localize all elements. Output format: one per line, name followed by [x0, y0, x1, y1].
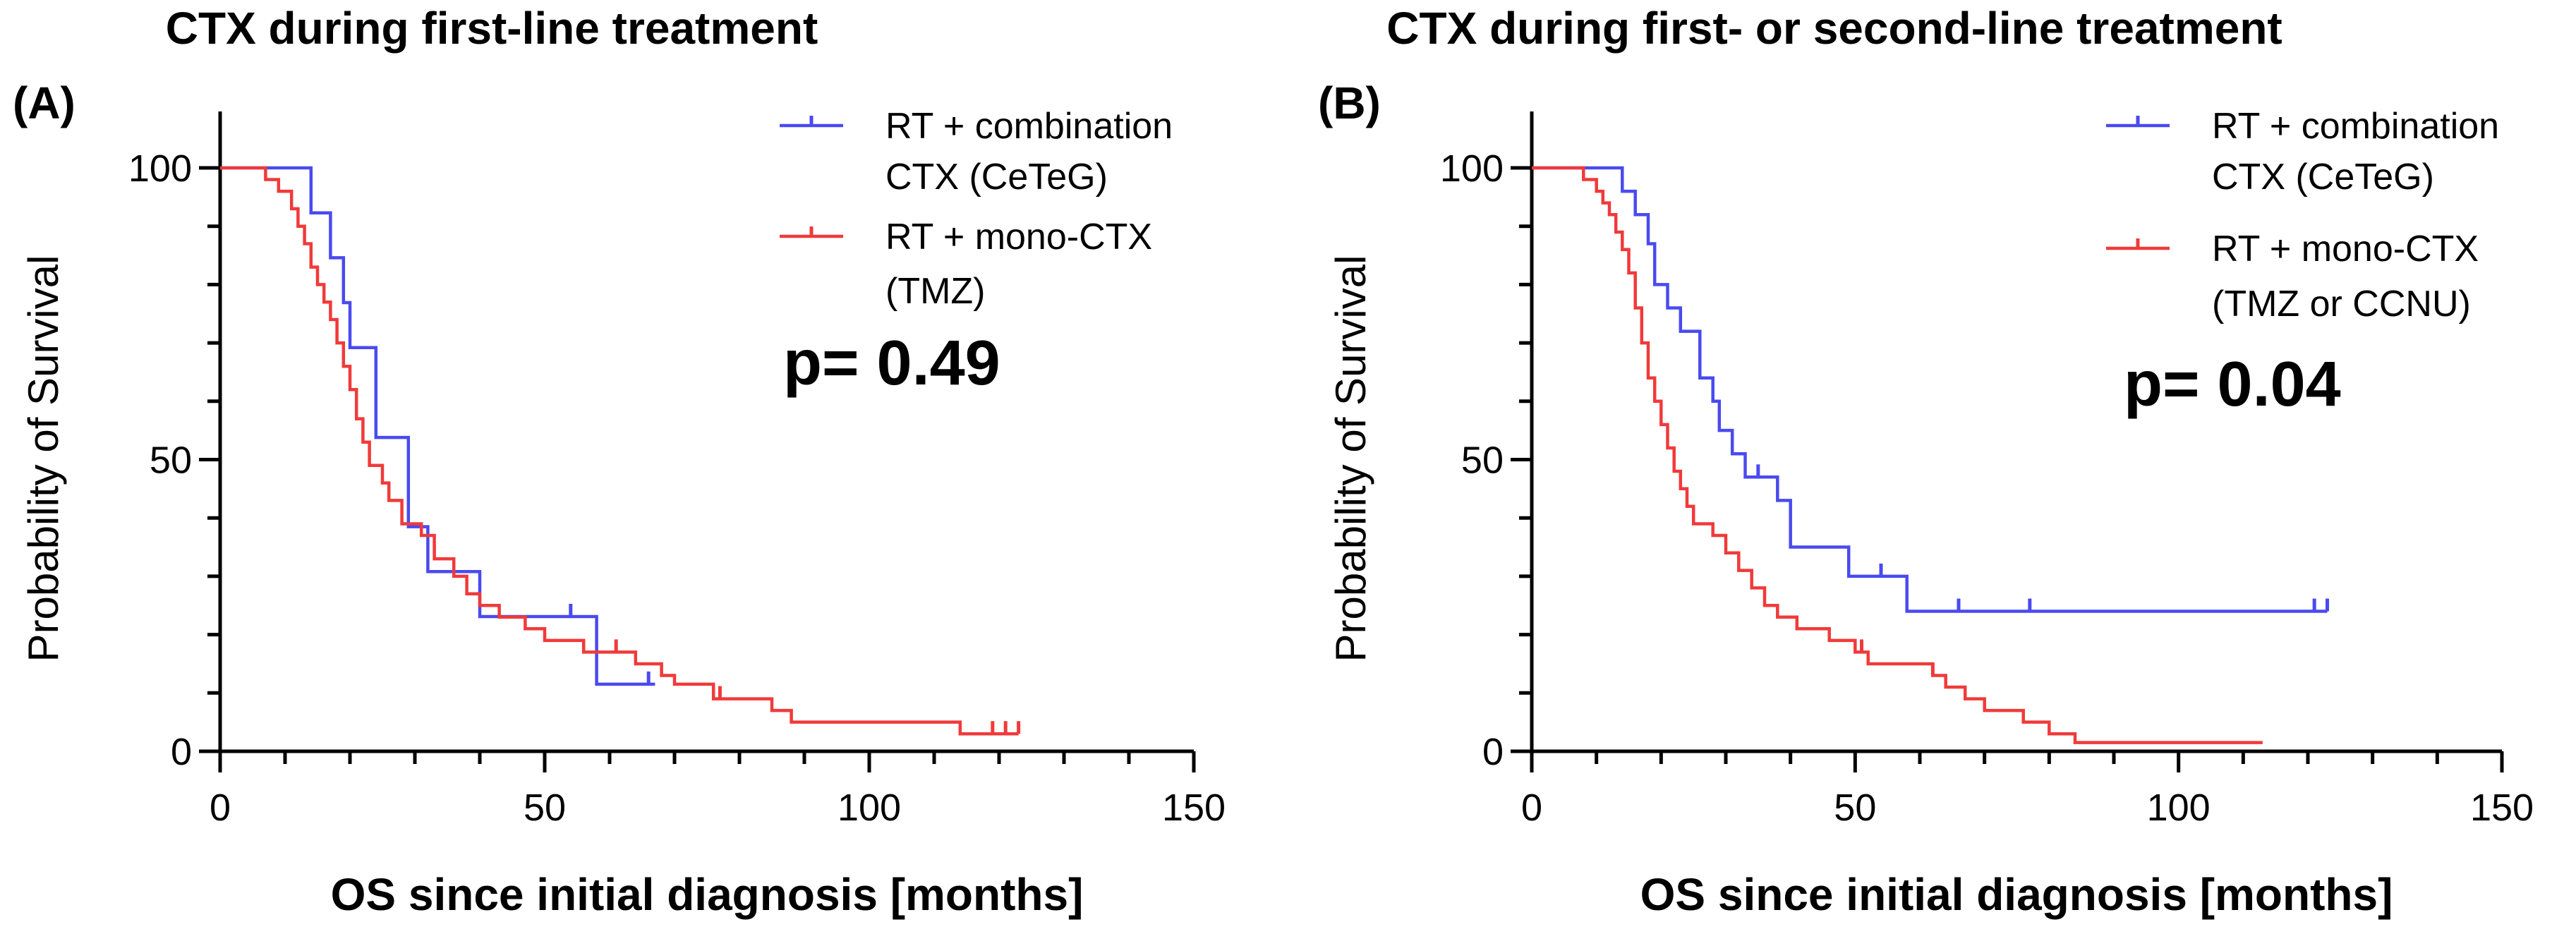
x-tick-label: 0 — [1521, 787, 1542, 829]
x-tick-label: 100 — [2147, 787, 2211, 829]
y-tick-label: 50 — [1461, 439, 1504, 482]
x-tick-label: 150 — [2470, 787, 2534, 829]
x-tick-label: 0 — [210, 787, 231, 829]
panel-label: (A) — [13, 78, 75, 128]
p-value-label: p= 0.49 — [783, 328, 1000, 399]
survival-curve-red — [1532, 166, 2263, 744]
panel-a: CTX during first-line treatment (A) 0 50 100… — [13, 3, 1226, 920]
y-axis-label: Probability of Survival — [1327, 255, 1374, 662]
survival-curve-blue — [1532, 166, 2328, 613]
legend-label: (TMZ or CCNU) — [2212, 284, 2471, 325]
x-axis-label: OS since initial diagnosis [months] — [331, 869, 1084, 920]
x-tick-label: 100 — [837, 787, 901, 829]
x-tick-label: 50 — [524, 787, 566, 829]
x-axis-label: OS since initial diagnosis [months] — [1640, 869, 2393, 920]
panel-label: (B) — [1318, 78, 1381, 128]
y-tick-label: 0 — [171, 731, 192, 773]
survival-curve-red — [220, 166, 1019, 736]
legend-label: CTX (CeTeG) — [2212, 157, 2434, 198]
x-tick-label: 50 — [1834, 787, 1876, 829]
panel-b: CTX during first- or second-line treatme… — [1318, 3, 2534, 920]
y-tick-label: 100 — [128, 147, 192, 190]
y-tick-label: 50 — [150, 439, 192, 482]
legend-label: RT + combination — [2212, 106, 2499, 147]
legend-label: RT + mono-CTX — [885, 217, 1152, 257]
chart-title: CTX during first- or second-line treatme… — [1386, 3, 2282, 54]
x-tick-label: 150 — [1162, 787, 1226, 829]
legend-label: CTX (CeTeG) — [885, 157, 1108, 198]
chart-title: CTX during first-line treatment — [166, 3, 818, 54]
legend-label: (TMZ) — [885, 271, 985, 312]
legend-label: RT + combination — [885, 106, 1173, 147]
p-value-label: p= 0.04 — [2124, 349, 2341, 420]
y-tick-label: 0 — [1482, 731, 1504, 773]
survival-curve-blue — [220, 166, 655, 686]
legend-label: RT + mono-CTX — [2212, 229, 2479, 269]
y-axis-label: Probability of Survival — [20, 255, 67, 662]
y-tick-label: 100 — [1440, 147, 1504, 190]
